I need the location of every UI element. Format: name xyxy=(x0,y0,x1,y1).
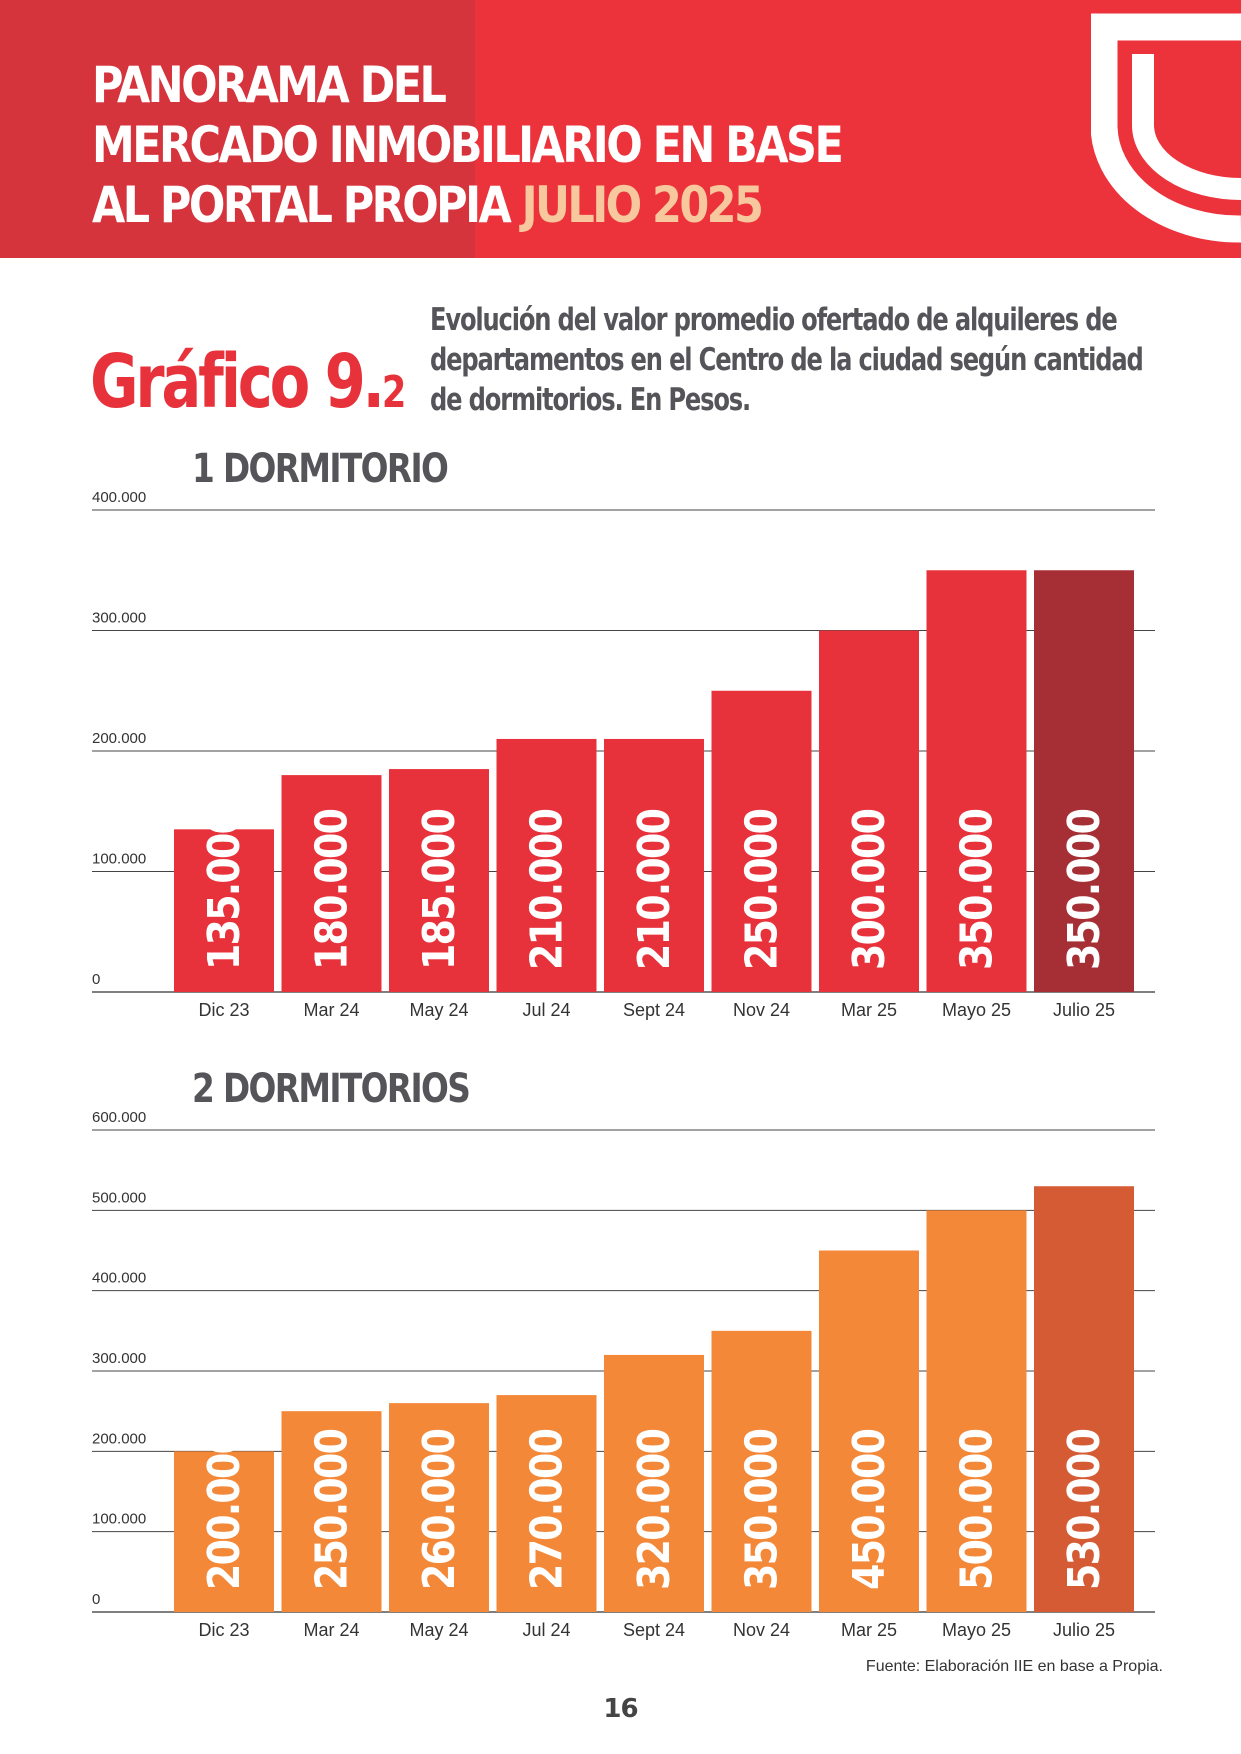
y-tick-label: 500.000 xyxy=(92,1189,146,1206)
bar xyxy=(1034,570,1134,992)
page-number: 16 xyxy=(603,1694,638,1724)
bar-value-label: 320.000 xyxy=(628,1429,679,1590)
y-tick-label: 300.000 xyxy=(92,1350,146,1367)
bar-value-label: 260.000 xyxy=(413,1429,464,1590)
bar xyxy=(496,1395,597,1612)
header-banner-dark-panel xyxy=(0,0,475,258)
x-tick-label: Nov 24 xyxy=(733,1620,790,1640)
bar-value-label: 210.000 xyxy=(628,809,679,970)
bar xyxy=(389,769,489,992)
report-title-line-2: MERCADO INMOBILIARIO EN BASE xyxy=(92,116,844,174)
x-tick-label: May 24 xyxy=(409,1620,468,1640)
figure-description-line-1: Evolución del valor promedio ofertado de… xyxy=(430,302,1118,338)
x-tick-label: Mayo 25 xyxy=(942,1000,1011,1020)
y-tick-label: 300.000 xyxy=(92,610,146,627)
report-title-line-1: PANORAMA DEL xyxy=(92,56,447,114)
bar-value-label: 350.000 xyxy=(951,809,1002,970)
figure-label-word: Gráfico xyxy=(90,339,310,425)
bar-value-label: 185.000 xyxy=(413,809,464,970)
x-tick-label: Mayo 25 xyxy=(942,1620,1011,1640)
bar xyxy=(926,570,1027,992)
header-banner: PANORAMA DEL MERCADO INMOBILIARIO EN BAS… xyxy=(0,0,1241,258)
bar-value-label: 300.000 xyxy=(843,809,894,970)
x-tick-label: Dic 23 xyxy=(198,1000,249,1020)
x-tick-label: Julio 25 xyxy=(1053,1620,1115,1640)
x-tick-label: Jul 24 xyxy=(522,1000,570,1020)
bar xyxy=(604,1354,704,1612)
y-tick-label: 200.000 xyxy=(92,730,146,747)
bar-value-label: 500.000 xyxy=(951,1429,1002,1590)
y-tick-label: 400.000 xyxy=(92,1270,146,1287)
x-tick-label: Jul 24 xyxy=(522,1620,570,1640)
source-note: Fuente: Elaboración IIE en base a Propia… xyxy=(865,1658,1163,1675)
bar-value-label: 270.000 xyxy=(521,1429,572,1590)
bar xyxy=(281,775,382,992)
x-tick-label: Sept 24 xyxy=(623,1000,685,1020)
bar-value-label: 530.000 xyxy=(1058,1429,1109,1590)
y-tick-label: 0 xyxy=(92,971,100,988)
bar xyxy=(819,1250,919,1612)
bar-value-label: 450.000 xyxy=(843,1429,894,1590)
bar xyxy=(281,1411,382,1612)
y-tick-label: 400.000 xyxy=(92,489,146,506)
x-tick-label: Dic 23 xyxy=(198,1620,249,1640)
figure-description-line-3: de dormitorios. En Pesos. xyxy=(430,382,751,418)
bar-value-label: 350.000 xyxy=(1058,809,1109,970)
bar-value-label: 210.000 xyxy=(521,809,572,970)
bar-value-label: 350.000 xyxy=(736,1429,787,1590)
bar-value-label: 200.000 xyxy=(198,1429,249,1590)
chart-title: 2 DORMITORIOS xyxy=(192,1065,469,1112)
x-tick-label: Mar 24 xyxy=(303,1000,359,1020)
y-tick-label: 200.000 xyxy=(92,1430,146,1447)
propia-logo-icon xyxy=(1091,13,1241,243)
x-tick-label: Nov 24 xyxy=(733,1000,790,1020)
bar xyxy=(174,829,274,992)
chart-title: 1 DORMITORIO xyxy=(192,445,448,492)
x-tick-label: Mar 25 xyxy=(841,1000,897,1020)
bar xyxy=(711,690,812,992)
report-title-line-3: AL PORTAL PROPIA xyxy=(92,176,512,234)
y-tick-label: 100.000 xyxy=(92,1511,146,1528)
bar xyxy=(926,1210,1027,1612)
x-tick-label: May 24 xyxy=(409,1000,468,1020)
figure-description-line-2: departamentos en el Centro de la ciudad … xyxy=(430,342,1144,378)
report-title: PANORAMA DEL MERCADO INMOBILIARIO EN BAS… xyxy=(92,55,844,235)
figure-number: 9. xyxy=(324,339,385,425)
figure-subnumber: 2 xyxy=(381,367,406,418)
figure-description: Evolución del valor promedio ofertado de… xyxy=(430,300,1144,420)
bar xyxy=(174,1451,274,1612)
bar-value-label: 250.000 xyxy=(736,809,787,970)
bar xyxy=(604,738,704,992)
bar xyxy=(819,630,919,992)
bar-value-label: 250.000 xyxy=(306,1429,357,1590)
bar xyxy=(711,1330,812,1612)
y-tick-label: 0 xyxy=(92,1591,100,1608)
chart-2-dormitorios: 2 DORMITORIOS 0 100.000 200.000 300.000 400.0… xyxy=(92,1065,1155,1640)
bar-value-label: 135.000 xyxy=(198,809,249,970)
bar xyxy=(1034,1186,1134,1612)
y-tick-label: 100.000 xyxy=(92,851,146,868)
x-tick-label: Julio 25 xyxy=(1053,1000,1115,1020)
x-tick-label: Mar 24 xyxy=(303,1620,359,1640)
y-tick-label: 600.000 xyxy=(92,1109,146,1126)
report-title-date: JULIO 2025 xyxy=(521,176,764,234)
chart-1-dormitorio: 1 DORMITORIO 0 100.000 200.000 300.000 400.00… xyxy=(92,445,1155,1020)
bar xyxy=(496,738,597,992)
bar xyxy=(389,1403,489,1612)
figure-label: Gráfico 9.2 xyxy=(90,342,406,433)
bar-value-label: 180.000 xyxy=(306,809,357,970)
x-tick-label: Sept 24 xyxy=(623,1620,685,1640)
x-tick-label: Mar 25 xyxy=(841,1620,897,1640)
